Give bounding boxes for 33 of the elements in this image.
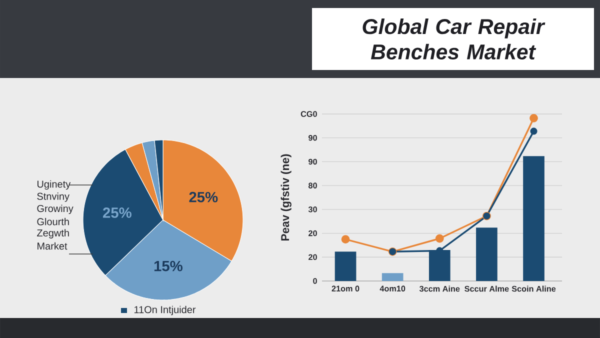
text: 80 bbox=[308, 182, 317, 188]
text: 15% bbox=[154, 260, 182, 272]
text: 30 bbox=[308, 206, 317, 212]
bar bbox=[476, 228, 498, 281]
x-tick-label: 4om10 bbox=[380, 286, 406, 292]
point bbox=[530, 114, 538, 122]
text: 20 bbox=[308, 254, 317, 260]
bar bbox=[334, 252, 356, 281]
text: Glourth bbox=[37, 218, 69, 226]
x-tick-label: 21om 0 bbox=[332, 286, 360, 292]
text: Uginety bbox=[37, 180, 71, 190]
point bbox=[435, 234, 444, 243]
x-tick-label: 3ccm Aine bbox=[419, 286, 460, 292]
text: Stnviny bbox=[37, 192, 70, 202]
text: 0 bbox=[313, 278, 317, 284]
x-tick-label: Scoin Aline bbox=[512, 286, 556, 292]
text: 90 bbox=[308, 158, 317, 165]
text: 25% bbox=[189, 192, 218, 202]
point bbox=[530, 128, 538, 135]
text: 25% bbox=[102, 208, 132, 218]
bar bbox=[523, 156, 544, 281]
y-axis-title: Peav (gfstiv (ne) bbox=[280, 154, 292, 241]
text: Growiny bbox=[37, 204, 74, 214]
point bbox=[341, 235, 350, 244]
text: CG0 bbox=[300, 111, 317, 117]
bar bbox=[382, 273, 404, 281]
text: 90 bbox=[308, 134, 317, 141]
text: 11On Intjuider bbox=[134, 306, 196, 316]
text: Zegwth bbox=[37, 229, 69, 238]
text: Market bbox=[38, 242, 68, 250]
x-tick-label: Sccur Alme bbox=[464, 286, 509, 292]
text: 20 bbox=[308, 230, 317, 236]
chart-title: Global Car Repair Benches Market bbox=[362, 18, 546, 60]
